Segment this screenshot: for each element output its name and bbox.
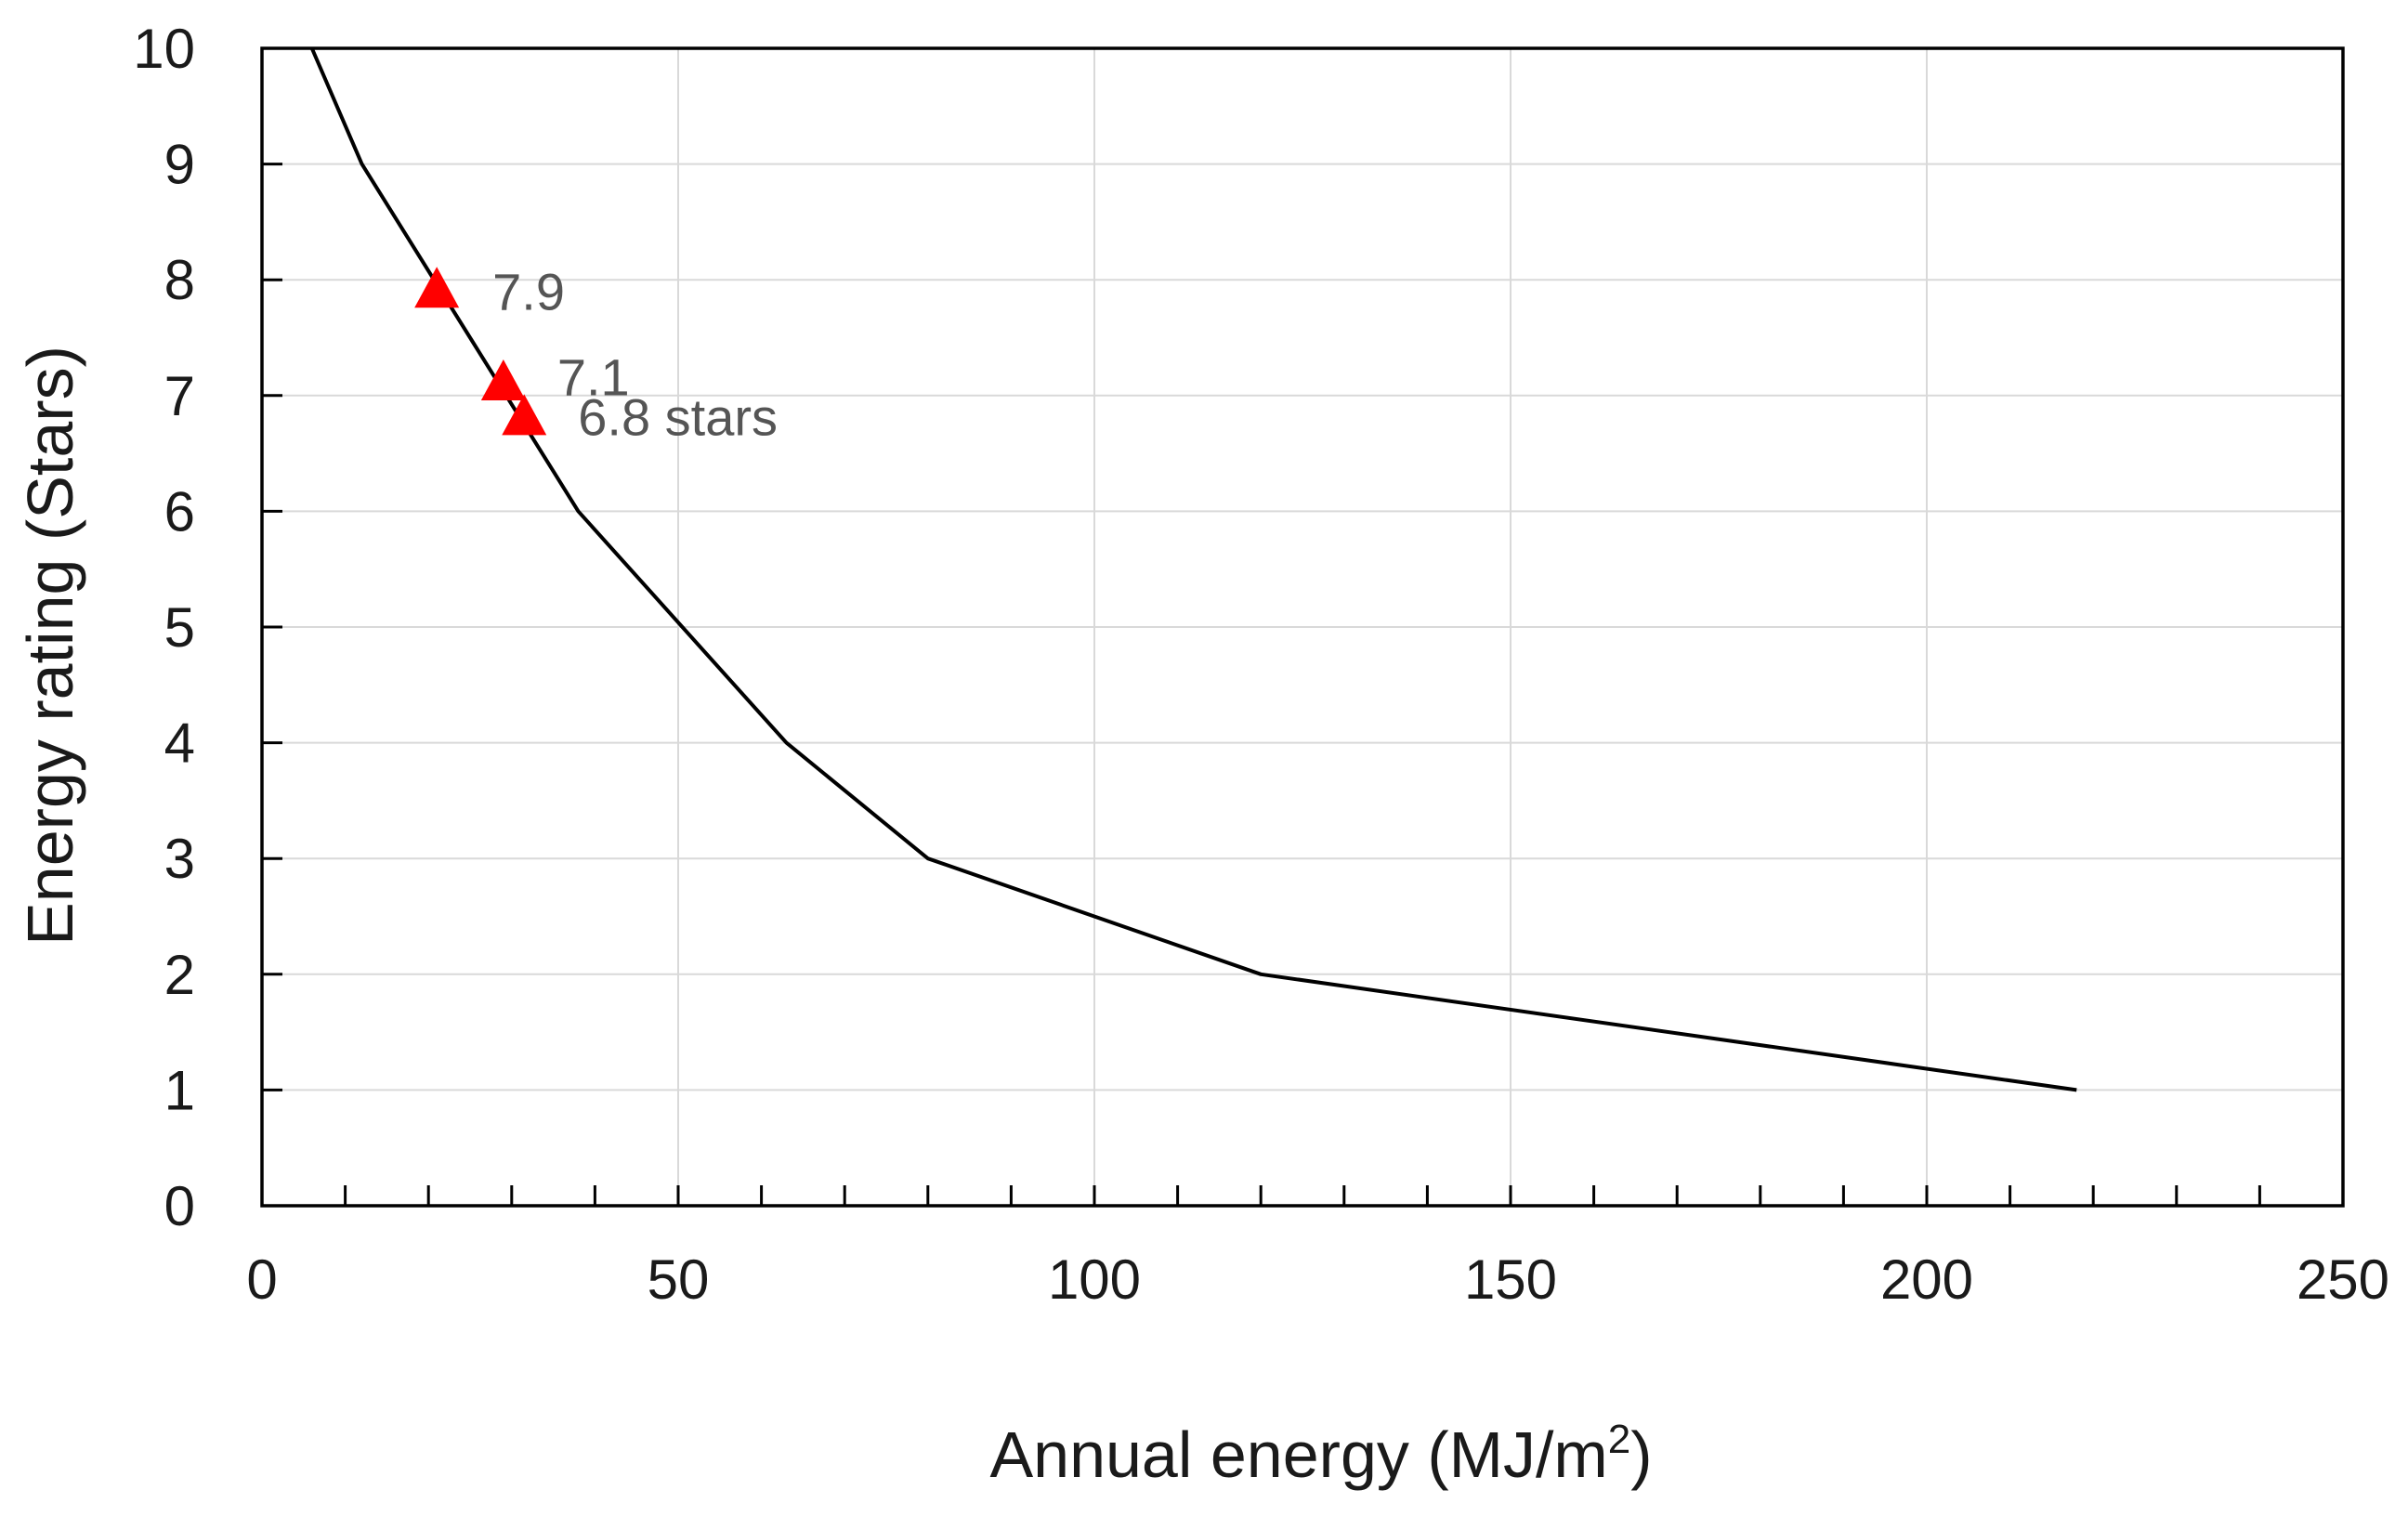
marker-layer — [414, 267, 547, 436]
x-tick-label: 50 — [648, 1248, 710, 1311]
curve-layer — [309, 47, 2077, 1092]
rating-curve-line — [309, 47, 2077, 1092]
y-tick-label: 9 — [164, 134, 195, 196]
y-tick-label: 7 — [164, 365, 195, 427]
x-tick-label: 150 — [1464, 1248, 1557, 1311]
y-tick-label: 6 — [164, 480, 195, 542]
tick-layer — [262, 46, 2261, 1208]
x-tick-label: 250 — [2297, 1248, 2389, 1311]
x-axis-title-main: Annual energy (MJ/m — [989, 1418, 1607, 1491]
rating-7.1-label: 7.1 — [557, 347, 630, 406]
y-tick-label: 5 — [164, 596, 195, 659]
x-axis-title-superscript: 2 — [1608, 1417, 1630, 1462]
label-layer: 0 50 100 150 200 250 0 1 2 3 4 5 6 7 8 9 10 7.9 7.16.8 sta… — [133, 18, 2389, 1311]
x-axis-title: Annual energy (MJ/m2) — [989, 1417, 1652, 1491]
y-tick-label: 2 — [164, 944, 195, 1006]
x-tick-label: 200 — [1880, 1248, 1973, 1311]
rating-7.9-marker — [414, 267, 460, 308]
x-tick-label: 100 — [1048, 1248, 1141, 1311]
y-axis-title: Energy rating (Stars) — [14, 346, 86, 946]
y-tick-label: 4 — [164, 712, 195, 775]
y-tick-label: 8 — [164, 249, 195, 311]
rating-6.8-marker — [502, 394, 547, 436]
y-tick-label: 0 — [164, 1175, 195, 1237]
x-axis-title-suffix: ) — [1630, 1418, 1652, 1491]
rating-7.9-label: 7.9 — [492, 263, 565, 321]
grid-layer — [262, 48, 2343, 1206]
x-tick-label: 0 — [246, 1248, 277, 1311]
y-tick-label: 3 — [164, 828, 195, 890]
y-tick-label: 1 — [164, 1059, 195, 1121]
y-tick-label: 10 — [133, 18, 195, 80]
rating-7.1-marker — [480, 359, 526, 400]
rating-6.8-label: 6.8 stars — [578, 388, 778, 447]
